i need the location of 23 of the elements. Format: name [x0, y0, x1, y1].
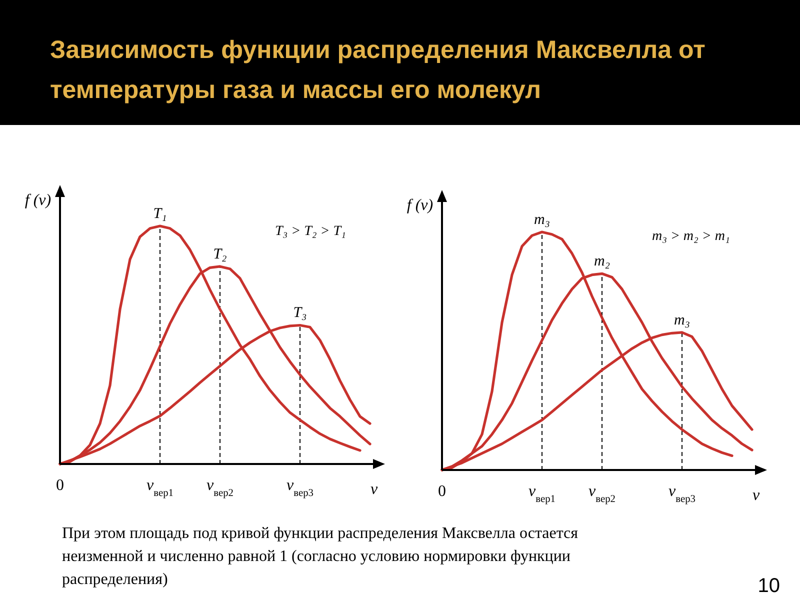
series-label: m₃: [534, 212, 550, 228]
x-tick-label: 0: [56, 477, 64, 494]
annotation: T₃ > T₂ > T₁: [275, 224, 346, 239]
x-tick-label: 0: [438, 483, 446, 500]
x-tick-label: v$_{вер3}$: [286, 477, 314, 498]
x-axis-title: v: [752, 487, 760, 504]
y-axis-title: f (v): [406, 197, 434, 214]
annotation: m₃ > m₂ > m₁: [652, 229, 730, 244]
series-label: T₂: [213, 246, 227, 262]
y-axis-title: f (v): [24, 192, 52, 209]
x-tick-label: v$_{вер1}$: [528, 483, 556, 504]
text: При этом площадь под кривой функции распределения Максвелла остается неизменной и численно равной 1 (согласно условию нормировки функции распределения): [62, 525, 579, 588]
series-label: T₁: [153, 206, 167, 222]
text: 10: [758, 575, 780, 597]
series-label: m₂: [594, 254, 610, 270]
x-tick-label: v$_{вер2}$: [588, 483, 616, 504]
chart-title: Зависимость функции распределения Максвелла от температуры газа и массы его молекул: [50, 36, 706, 104]
series-label: m₃: [674, 312, 690, 328]
x-tick-label: v$_{вер3}$: [668, 483, 696, 504]
x-tick-label: v$_{вер2}$: [206, 477, 234, 498]
series-label: T₃: [293, 305, 307, 322]
x-axis-title: v: [370, 481, 378, 498]
x-tick-label: v$_{вер1}$: [146, 477, 174, 498]
